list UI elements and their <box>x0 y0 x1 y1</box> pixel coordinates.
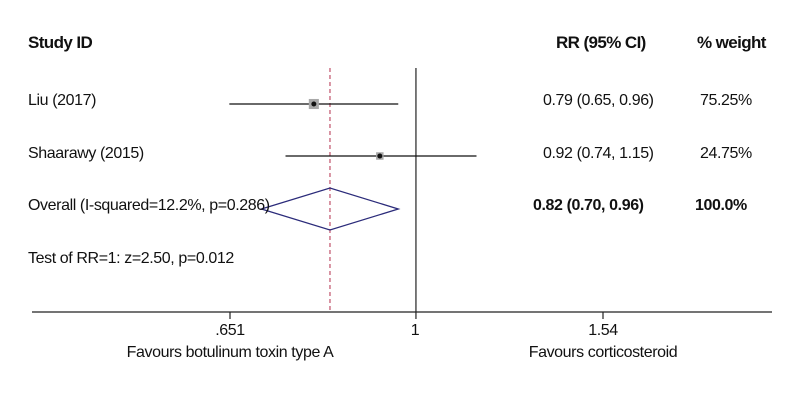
test-statistic: Test of RR=1: z=2.50, p=0.012 <box>28 250 234 267</box>
tick-label-0651: .651 <box>215 322 245 339</box>
header-rr-ci: RR (95% CI) <box>556 33 646 52</box>
overall-diamond <box>259 187 401 231</box>
tick-label-1: 1 <box>410 322 420 339</box>
study-rr-liu: 0.79 (0.65, 0.96) <box>543 92 654 109</box>
right-caption: Favours corticosteroid <box>528 344 678 361</box>
study-label-shaarawy: Shaarawy (2015) <box>28 145 144 162</box>
tick-label-154: 1.54 <box>588 322 618 339</box>
point-estimate-1 <box>377 153 383 159</box>
overall-rr: 0.82 (0.70, 0.96) <box>533 197 644 214</box>
left-caption: Favours botulinum toxin type A <box>126 344 334 361</box>
header-weight: % weight <box>697 33 766 52</box>
overall-weight: 100.0% <box>695 197 747 214</box>
point-estimate-0 <box>311 101 317 107</box>
overall-label: Overall (I-squared=12.2%, p=0.286) <box>28 197 270 214</box>
header-study-id: Study ID <box>28 33 93 52</box>
study-weight-liu: 75.25% <box>700 92 752 109</box>
study-rr-shaarawy: 0.92 (0.74, 1.15) <box>543 145 654 162</box>
study-weight-shaarawy: 24.75% <box>700 145 752 162</box>
study-label-liu: Liu (2017) <box>28 92 97 109</box>
